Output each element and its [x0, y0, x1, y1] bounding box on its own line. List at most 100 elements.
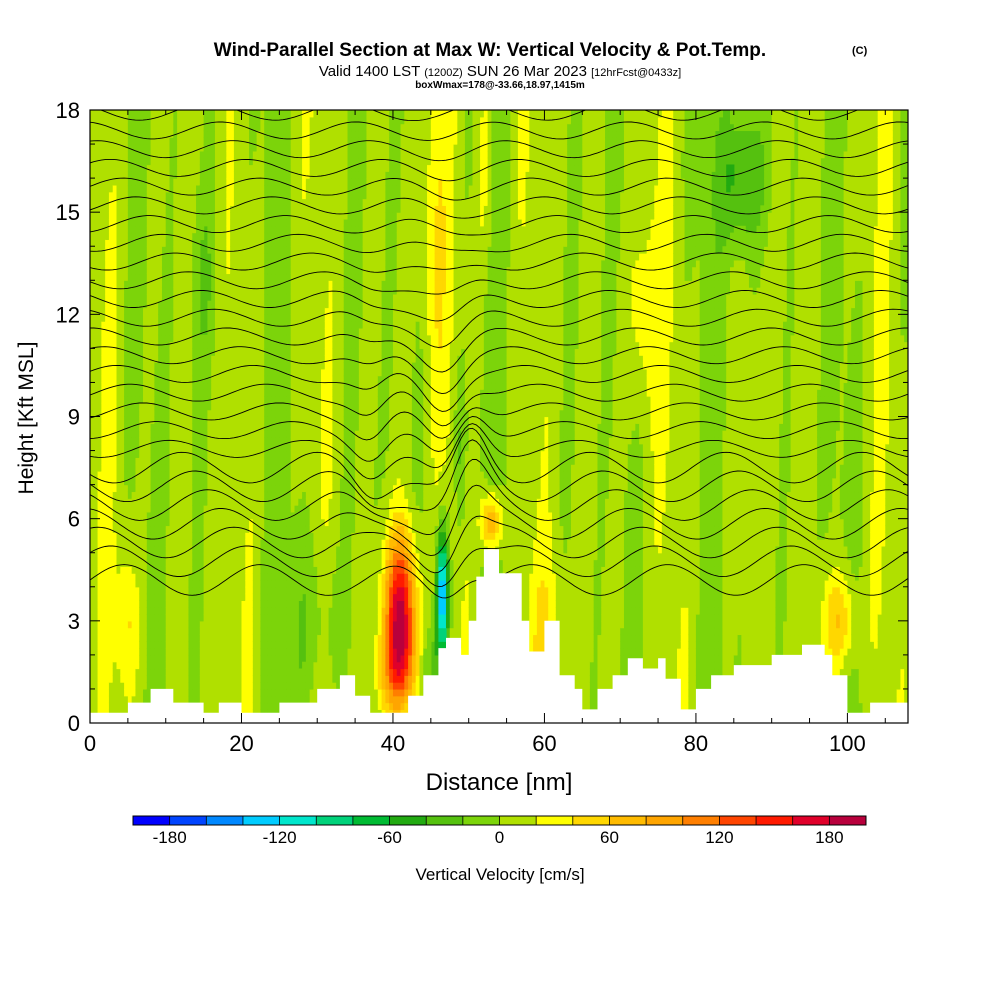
- field-cell: [196, 259, 201, 268]
- field-cell: [143, 300, 148, 309]
- field-cell: [222, 253, 227, 261]
- field-cell: [203, 552, 208, 561]
- field-cell: [90, 184, 95, 193]
- field-cell: [252, 436, 258, 445]
- field-cell: [101, 688, 106, 697]
- field-cell: [286, 423, 292, 431]
- field-cell: [283, 164, 288, 172]
- field-cell: [264, 518, 269, 527]
- field-cell: [233, 110, 239, 118]
- field-cell: [127, 157, 133, 166]
- field-cell: [108, 191, 114, 200]
- field-cell: [199, 130, 205, 138]
- field-cell: [283, 191, 288, 200]
- field-cell: [158, 389, 163, 397]
- field-cell: [264, 593, 269, 601]
- field-cell: [271, 280, 277, 288]
- field-cell: [131, 157, 137, 166]
- field-cell: [298, 157, 303, 166]
- field-cell: [267, 511, 273, 520]
- field-cell: [127, 675, 133, 683]
- field-cell: [139, 436, 144, 445]
- field-cell: [207, 545, 212, 554]
- field-cell: [283, 668, 288, 676]
- field-cell: [230, 573, 235, 581]
- field-cell: [218, 389, 224, 397]
- field-cell: [196, 593, 201, 601]
- field-cell: [150, 287, 155, 295]
- field-cell: [135, 675, 140, 683]
- field-cell: [294, 457, 299, 465]
- field-cell: [230, 307, 235, 315]
- field-cell: [199, 586, 205, 595]
- field-cell: [154, 634, 159, 642]
- field-cell: [237, 212, 243, 220]
- field-cell: [108, 246, 114, 254]
- field-cell: [214, 682, 220, 690]
- field-cell: [90, 171, 95, 179]
- field-cell: [275, 239, 280, 247]
- field-cell: [203, 164, 208, 172]
- field-cell: [286, 157, 292, 166]
- field-cell: [131, 218, 137, 227]
- field-cell: [120, 259, 125, 268]
- field-cell: [298, 430, 303, 438]
- field-cell: [286, 280, 292, 288]
- field-cell: [165, 266, 171, 275]
- field-cell: [116, 287, 121, 295]
- field-cell: [90, 641, 95, 649]
- field-cell: [135, 348, 140, 356]
- field-cell: [245, 341, 250, 349]
- field-cell: [283, 477, 288, 486]
- field-cell: [180, 259, 186, 268]
- field-cell: [199, 334, 205, 343]
- field-cell: [271, 614, 277, 622]
- field-cell: [180, 368, 186, 377]
- field-cell: [112, 368, 118, 377]
- field-cell: [211, 212, 216, 220]
- field-cell: [245, 116, 250, 125]
- field-cell: [177, 300, 182, 309]
- field-cell: [116, 123, 121, 132]
- field-cell: [298, 164, 303, 172]
- field-cell: [131, 368, 137, 377]
- field-cell: [230, 682, 235, 690]
- field-cell: [286, 682, 292, 690]
- field-cell: [294, 205, 299, 213]
- field-cell: [112, 205, 118, 213]
- field-cell: [93, 654, 99, 663]
- field-cell: [158, 239, 163, 247]
- field-cell: [241, 695, 246, 704]
- field-cell: [116, 484, 121, 493]
- field-cell: [294, 518, 299, 527]
- field-cell: [264, 314, 269, 322]
- field-cell: [260, 137, 265, 145]
- field-cell: [188, 627, 193, 636]
- field-cell: [218, 668, 224, 676]
- field-cell: [165, 634, 171, 642]
- field-cell: [226, 457, 231, 465]
- field-cell: [192, 144, 197, 152]
- field-cell: [252, 389, 258, 397]
- field-cell: [150, 573, 155, 581]
- field-cell: [146, 586, 152, 595]
- field-cell: [108, 566, 114, 574]
- field-cell: [214, 198, 220, 206]
- field-cell: [214, 355, 220, 363]
- field-cell: [135, 150, 140, 159]
- field-cell: [150, 457, 155, 465]
- field-cell: [139, 334, 144, 343]
- field-cell: [105, 334, 110, 343]
- field-cell: [143, 218, 148, 227]
- field-cell: [214, 253, 220, 261]
- field-cell: [188, 362, 193, 370]
- field-cell: [245, 443, 250, 452]
- field-cell: [180, 314, 186, 322]
- field-cell: [169, 648, 174, 656]
- field-cell: [97, 614, 102, 622]
- field-cell: [101, 239, 106, 247]
- field-cell: [192, 293, 197, 302]
- field-cell: [279, 307, 284, 315]
- field-cell: [143, 116, 148, 125]
- field-cell: [226, 218, 231, 227]
